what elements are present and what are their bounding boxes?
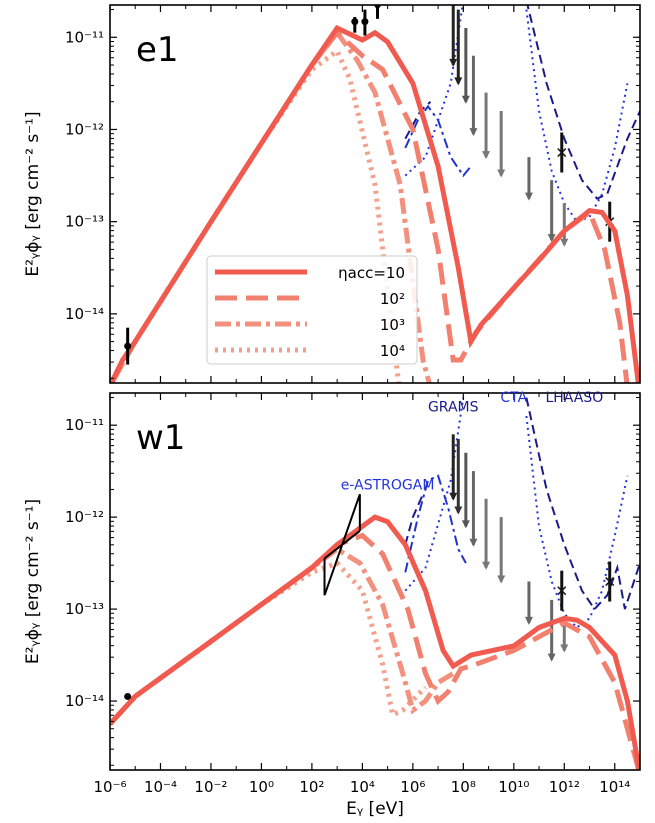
upper-limit-arrow [454,77,463,86]
sensitivity-curve [404,493,424,545]
upper-limit-arrow [469,538,478,547]
bowtie [323,493,361,596]
panel-tag: w1 [136,418,185,458]
y-tick-label: 10⁻¹⁴ [65,692,104,710]
y-tick-label: 10⁻¹² [65,120,104,138]
upper-limit-arrow [461,95,470,104]
y-axis-label: E²ᵧϕᵧ [erg cm⁻² s⁻¹] [23,499,43,664]
x-tick-label: 10⁶ [400,778,425,796]
upper-limit-arrow [482,561,491,570]
plot-area [110,397,640,770]
legend-label: ηacc=10 [338,264,405,282]
upper-limit-arrow [524,616,533,625]
sensitivity-curve [404,101,432,140]
model-curve [110,514,640,770]
upper-limit-arrow [449,58,458,67]
upper-limit-arrow [560,644,569,653]
data-point [124,692,132,700]
upper-limit-arrow [469,128,478,137]
x-tick-label: 10¹² [549,778,580,796]
x-tick-label: 10² [299,778,324,796]
upper-limit-arrow [454,506,463,515]
sensitivity-curve [526,5,640,200]
x-tick-label: 10⁻⁴ [144,778,177,796]
legend-label: 10⁴ [380,342,405,360]
x-tick-label: 10¹⁰ [498,778,529,796]
model-curve [110,24,640,383]
upper-limit-arrow [547,653,556,662]
legend: ηacc=10 10² 10³ 10⁴ [206,255,418,365]
y-tick-label: 10⁻¹³ [65,213,104,231]
sensitivity-curve [525,415,629,629]
annotation-label: e-ASTROGAM [341,478,435,494]
upper-limit-arrow [497,575,506,584]
y-tick-label: 10⁻¹¹ [65,28,104,46]
upper-limit-arrow [449,492,458,501]
x-tick-label: 10⁰ [249,778,274,796]
sensitivity-curve [404,474,467,573]
data-point [351,18,359,26]
y-tick-label: 10⁻¹⁴ [65,305,104,323]
annotation-label: CTA [500,390,527,406]
x-tick-label: 10⁻⁶ [93,778,126,796]
legend-label: 10² [380,290,405,308]
upper-limit-arrow [547,234,556,243]
plot-area [110,5,640,383]
upper-limit-arrow [482,151,491,160]
x-tick-label: 10⁴ [350,778,375,796]
panel-e1: 10⁻¹⁴ 10⁻¹³ 10⁻¹² 10⁻¹¹ E²ᵧϕᵧ [erg cm⁻² s⁻¹]… [23,4,641,384]
x-axis-label: Eᵧ [eV] [346,799,404,819]
upper-limit-arrow [461,520,470,529]
sensitivity-curve [404,5,464,177]
upper-limit-arrow [497,169,506,178]
annotation-label: GRAMS [428,399,479,415]
data-point [124,342,132,350]
y-tick-label: 10⁻¹³ [65,600,104,618]
annotation-label: LHAASO [545,390,603,406]
upper-limit-arrow [524,192,533,201]
legend-label: 10³ [380,316,405,334]
x-tick-label: 10⁸ [451,778,476,796]
x-tick-label: 10⁻² [194,778,227,796]
sensitivity-curve [525,397,640,611]
upper-limit-arrow [560,238,569,247]
panel-w1: 10⁻⁶ 10⁻⁴ 10⁻² 10⁰ 10² 10⁴ 10⁶ 10⁸ 10¹⁰ 10¹² 10¹⁴ 1… [23,390,641,819]
sensitivity-curve [525,9,629,223]
panel-tag: e1 [136,30,179,70]
model-curve [110,546,455,726]
y-tick-label: 10⁻¹¹ [65,416,104,434]
y-axis-label: E²ᵧϕᵧ [erg cm⁻² s⁻¹] [23,111,43,276]
model-curve [110,560,428,726]
x-tick-label: 10¹⁴ [599,778,630,796]
data-point [361,18,369,26]
y-tick-label: 10⁻¹² [65,508,104,526]
data-point [373,5,382,10]
legend-box [206,255,418,365]
